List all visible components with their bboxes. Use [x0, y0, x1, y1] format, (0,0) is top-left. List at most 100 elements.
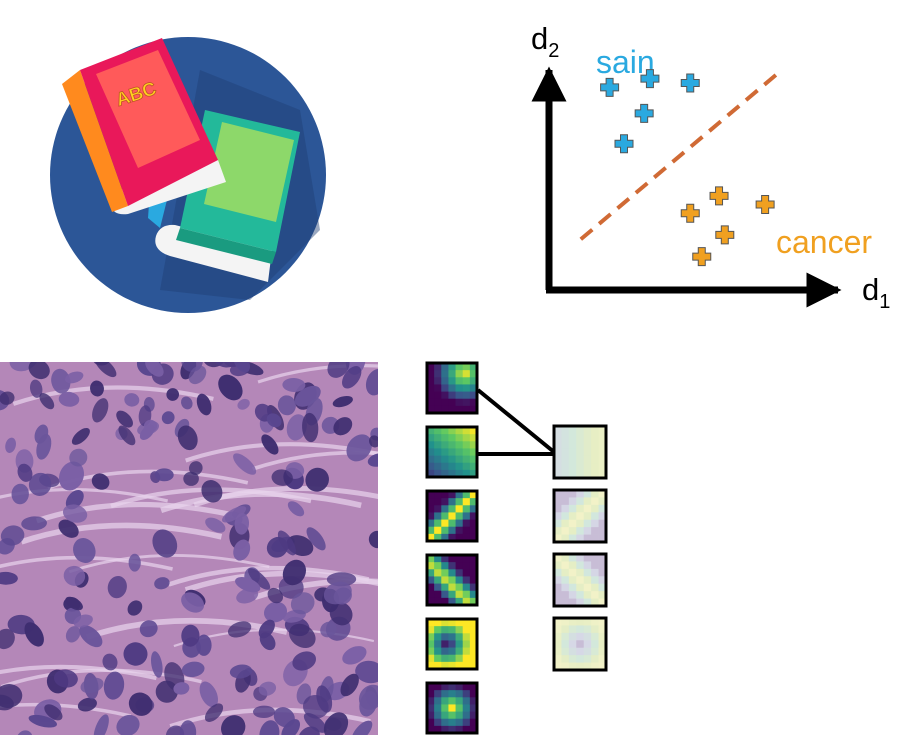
nucleus	[235, 577, 261, 593]
nucleus	[139, 620, 158, 638]
nucleus	[303, 712, 327, 733]
layer2-filter	[552, 616, 608, 672]
nucleus	[233, 539, 251, 561]
nucleus	[181, 661, 205, 677]
cancer-class-label: cancer	[776, 224, 872, 260]
nucleus	[102, 653, 118, 671]
nucleus	[199, 681, 219, 708]
nucleus	[139, 424, 155, 441]
nucleus	[24, 622, 44, 647]
nucleus	[258, 681, 277, 696]
nucleus	[367, 453, 378, 467]
nucleus	[368, 530, 378, 549]
tissue-streak	[20, 522, 223, 545]
layer1-filter	[425, 489, 479, 543]
tissue-streak	[184, 570, 378, 593]
nucleus	[329, 602, 353, 626]
nucleus	[189, 461, 203, 476]
nucleus	[11, 483, 29, 505]
y-axis-label: d2	[531, 21, 559, 62]
first-layer-filters	[425, 361, 479, 735]
nucleus	[65, 596, 83, 611]
layer2-filter	[552, 488, 608, 544]
nucleus	[342, 366, 362, 389]
nucleus	[154, 577, 170, 590]
nucleus	[181, 624, 200, 647]
nucleus	[39, 392, 55, 410]
nucleus	[266, 413, 282, 428]
nucleus	[58, 461, 85, 491]
nucleus	[124, 393, 140, 407]
nucleus	[181, 592, 205, 613]
nucleus	[306, 527, 326, 551]
tissue-streak	[160, 491, 362, 514]
nucleus	[73, 614, 93, 628]
nucleus	[214, 362, 237, 368]
nucleus	[292, 651, 317, 671]
nucleus	[93, 714, 109, 735]
nucleus	[221, 715, 246, 735]
nucleus	[28, 714, 58, 728]
nucleus	[253, 705, 275, 719]
cancer-point	[680, 203, 700, 223]
nucleus	[28, 362, 50, 380]
nucleus	[205, 517, 226, 533]
nucleus	[53, 669, 78, 688]
nucleus	[227, 621, 252, 638]
nucleus	[196, 634, 212, 656]
nucleus	[150, 651, 163, 678]
cancer-point	[709, 186, 729, 206]
nucleus	[267, 587, 284, 604]
nucleus	[369, 435, 378, 448]
nucleus	[355, 660, 378, 684]
nucleus	[71, 427, 90, 445]
nucleus	[17, 463, 33, 482]
healthy-point	[640, 69, 660, 89]
nucleus	[116, 410, 133, 428]
books-icon: ABC	[50, 37, 326, 313]
nucleus	[0, 684, 23, 708]
layer1-filter	[425, 553, 479, 607]
nucleus	[21, 516, 47, 531]
nucleus	[233, 453, 257, 475]
healthy-class-label: sain	[596, 44, 655, 80]
nucleus	[165, 725, 185, 735]
nucleus	[332, 396, 353, 408]
healthy-points	[600, 69, 700, 154]
layer1-filter	[425, 425, 479, 479]
nucleus	[65, 626, 81, 643]
nucleus	[36, 433, 52, 460]
nucleus	[359, 691, 378, 717]
nucleus	[173, 682, 190, 695]
layer1-filter	[425, 681, 479, 735]
nucleus	[44, 704, 63, 721]
nucleus	[271, 469, 293, 486]
nucleus	[277, 395, 296, 416]
nucleus	[63, 565, 86, 586]
nucleus	[5, 437, 16, 453]
cancer-point	[692, 247, 712, 267]
nucleus	[229, 664, 253, 679]
nucleus	[51, 368, 71, 394]
nucleus	[340, 673, 359, 697]
nucleus	[333, 417, 353, 436]
red-book-icon: ABC	[62, 38, 226, 215]
filter-layers	[425, 361, 608, 735]
nucleus	[177, 425, 198, 451]
nucleus	[0, 525, 25, 546]
nucleus	[91, 473, 110, 490]
nucleus	[290, 592, 315, 615]
connection-line-top	[476, 388, 556, 454]
nucleus	[0, 391, 15, 405]
nucleus	[154, 468, 174, 482]
tissue-streak	[85, 617, 288, 640]
nucleus	[263, 601, 288, 623]
tissue-streak	[35, 501, 238, 524]
nucleus	[183, 471, 199, 486]
nucleus	[152, 529, 178, 558]
nucleus	[289, 623, 316, 648]
nucleus	[128, 553, 141, 572]
nucleus	[65, 489, 84, 510]
nucleus	[196, 393, 212, 416]
